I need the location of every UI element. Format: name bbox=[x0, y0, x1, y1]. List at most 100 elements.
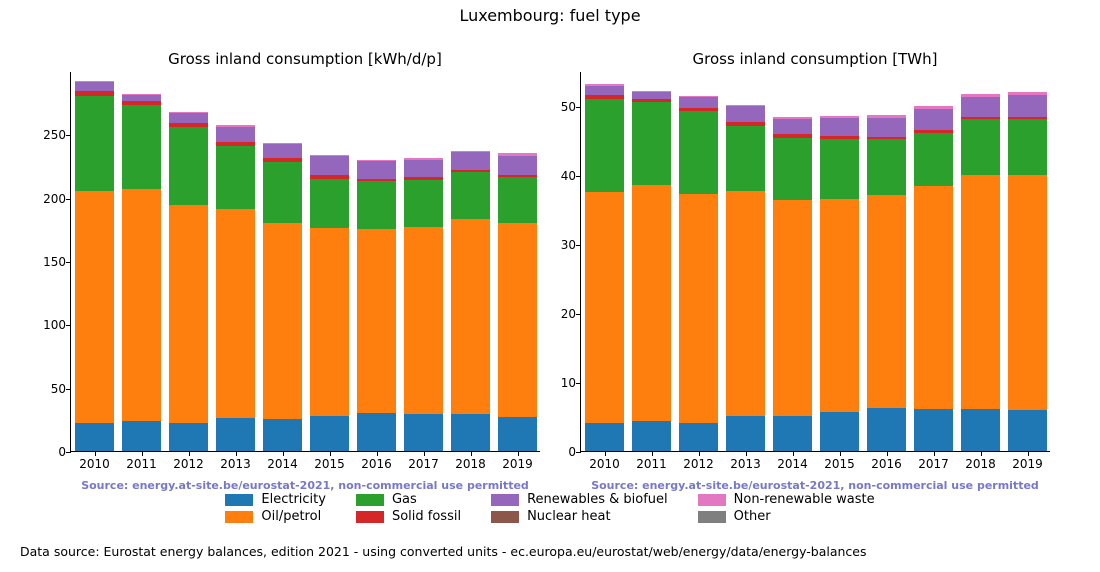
bar-segment bbox=[169, 123, 208, 127]
bar-segment bbox=[451, 170, 490, 173]
legend-label: Oil/petrol bbox=[261, 509, 321, 524]
bar-segment bbox=[451, 172, 490, 219]
xtick-mark bbox=[518, 451, 519, 456]
legend-item: Gas bbox=[356, 492, 461, 507]
xtick-label: 2013 bbox=[730, 457, 761, 471]
bar-segment bbox=[867, 195, 906, 408]
bar-segment bbox=[451, 414, 490, 451]
legend-label: Solid fossil bbox=[392, 509, 461, 524]
xtick-label: 2019 bbox=[502, 457, 533, 471]
subplot-right-title: Gross inland consumption [TWh] bbox=[580, 50, 1050, 68]
plot-area-right: 0102030405020102011201220132014201520162… bbox=[580, 72, 1050, 452]
bar-segment bbox=[122, 105, 161, 189]
bar-group bbox=[169, 112, 208, 451]
xtick-mark bbox=[95, 451, 96, 456]
bar-segment bbox=[679, 96, 718, 97]
legend-label: Gas bbox=[392, 492, 417, 507]
bar-segment bbox=[820, 136, 859, 139]
bar-segment bbox=[867, 137, 906, 140]
ytick-mark bbox=[66, 135, 71, 136]
bar-segment bbox=[169, 127, 208, 206]
bar-segment bbox=[867, 115, 906, 118]
bar-group bbox=[357, 160, 396, 451]
bar-segment bbox=[310, 416, 349, 451]
bar-segment bbox=[216, 418, 255, 451]
bar-segment bbox=[357, 161, 396, 179]
bar-segment bbox=[679, 108, 718, 111]
bar-segment bbox=[263, 162, 302, 223]
bar-segment bbox=[585, 99, 624, 192]
source-note-right: Source: energy.at-site.be/eurostat-2021,… bbox=[580, 479, 1050, 492]
bar-segment bbox=[1008, 119, 1047, 174]
bar-segment bbox=[122, 189, 161, 421]
bar-segment bbox=[310, 155, 349, 156]
bar-segment bbox=[914, 409, 953, 451]
bar-segment bbox=[820, 139, 859, 198]
bar-group bbox=[263, 143, 302, 451]
legend-swatch bbox=[491, 511, 519, 523]
ytick-mark bbox=[576, 383, 581, 384]
bar-group bbox=[585, 84, 624, 451]
bar-segment bbox=[820, 199, 859, 412]
bar-segment bbox=[867, 139, 906, 195]
ytick-label: 50 bbox=[26, 382, 66, 396]
bar-segment bbox=[169, 113, 208, 123]
bar-segment bbox=[773, 134, 812, 138]
bar-segment bbox=[726, 126, 765, 191]
figure-suptitle: Luxembourg: fuel type bbox=[0, 6, 1100, 25]
bar-segment bbox=[263, 419, 302, 451]
bar-segment bbox=[820, 118, 859, 136]
xtick-label: 2014 bbox=[777, 457, 808, 471]
legend-label: Nuclear heat bbox=[527, 509, 610, 524]
bar-segment bbox=[498, 177, 537, 223]
ytick-mark bbox=[576, 314, 581, 315]
bar-segment bbox=[404, 180, 443, 227]
bar-segment bbox=[75, 82, 114, 91]
legend-item: Renewables & biofuel bbox=[491, 492, 668, 507]
bar-segment bbox=[726, 191, 765, 416]
bar-segment bbox=[498, 223, 537, 417]
ytick-mark bbox=[576, 176, 581, 177]
bar-segment bbox=[498, 175, 537, 178]
bar-segment bbox=[773, 138, 812, 200]
ytick-mark bbox=[576, 245, 581, 246]
bar-segment bbox=[632, 92, 671, 98]
bar-segment bbox=[773, 117, 812, 118]
xtick-mark bbox=[699, 451, 700, 456]
bar-segment bbox=[1008, 175, 1047, 411]
xtick-mark bbox=[793, 451, 794, 456]
bar-group bbox=[820, 116, 859, 451]
ytick-mark bbox=[576, 107, 581, 108]
bar-group bbox=[867, 115, 906, 451]
ytick-label: 0 bbox=[26, 445, 66, 459]
bar-segment bbox=[679, 97, 718, 107]
bar-group bbox=[498, 153, 537, 451]
xtick-label: 2015 bbox=[314, 457, 345, 471]
xtick-label: 2011 bbox=[636, 457, 667, 471]
xtick-mark bbox=[189, 451, 190, 456]
xtick-label: 2010 bbox=[79, 457, 110, 471]
xtick-mark bbox=[424, 451, 425, 456]
bar-segment bbox=[216, 142, 255, 146]
bar-segment bbox=[914, 133, 953, 186]
xtick-label: 2014 bbox=[267, 457, 298, 471]
xtick-mark bbox=[142, 451, 143, 456]
bar-segment bbox=[310, 175, 349, 179]
bar-segment bbox=[679, 194, 718, 423]
subplot-left: Gross inland consumption [kWh/d/p] 05010… bbox=[70, 50, 540, 452]
xtick-label: 2016 bbox=[871, 457, 902, 471]
bar-segment bbox=[498, 156, 537, 175]
ytick-label: 40 bbox=[536, 169, 576, 183]
legend-swatch bbox=[225, 511, 253, 523]
bar-segment bbox=[961, 409, 1000, 451]
bar-segment bbox=[75, 91, 114, 96]
ytick-mark bbox=[66, 389, 71, 390]
legend: ElectricityGasRenewables & biofuelNon-re… bbox=[0, 492, 1100, 524]
bar-segment bbox=[820, 116, 859, 118]
bar-segment bbox=[1008, 95, 1047, 118]
xtick-label: 2016 bbox=[361, 457, 392, 471]
bar-group bbox=[122, 94, 161, 451]
bar-segment bbox=[867, 408, 906, 451]
bar-segment bbox=[498, 417, 537, 451]
ytick-mark bbox=[66, 452, 71, 453]
